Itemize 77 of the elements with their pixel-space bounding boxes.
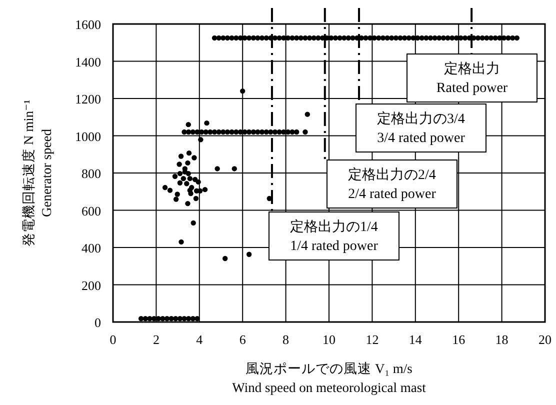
x-tick-label: 2 [152,332,160,347]
point [224,129,230,135]
y-axis-title: 発電機回転速度 N min⁻¹ Generator speed [21,100,54,246]
x-tick-label: 12 [366,332,379,347]
x-tick-label: 4 [196,332,204,347]
point [302,129,308,135]
point [164,316,170,322]
point [192,155,197,160]
point [194,316,200,322]
point [186,170,191,176]
point [186,316,192,322]
y-tick-label: 1200 [75,92,101,106]
point [138,316,144,322]
point [196,179,201,185]
y-tick-label: 600 [82,203,101,218]
point [208,129,213,135]
point [174,192,180,197]
x-tick-label: 0 [110,332,116,347]
point [214,166,220,172]
point [178,239,184,245]
point [177,170,183,176]
point [160,316,166,322]
ref-line-label: 定格出力 Rated power [436,61,508,96]
point [212,129,218,135]
point [202,186,208,192]
point [222,256,228,262]
point [188,190,194,196]
point [304,112,310,117]
point [268,129,274,135]
ref-line-label: 定格出力の2/4 2/4 rated power [348,167,436,202]
point [246,252,252,257]
x-tick-label: 16 [452,332,466,347]
ref-line-label: 定格出力の1/4 1/4 rated power [290,219,378,254]
x-tick-label: 20 [538,332,552,347]
point [185,160,190,166]
point [259,129,265,135]
point [185,200,190,206]
x-tick-label: 14 [408,332,422,347]
point [272,129,278,135]
point [232,166,237,172]
point [173,196,179,202]
point [187,176,192,182]
x-tick-label: 10 [322,332,336,347]
point [186,122,191,128]
ref-line-label: 定格出力の3/4 3/4 rated power [377,111,466,146]
point [162,184,168,190]
point [190,129,196,135]
point [184,181,190,186]
x-tick-label: 6 [239,332,246,347]
point [177,316,183,322]
point [176,162,182,167]
y-tick-label: 0 [94,315,101,330]
x-axis-title: 風況ポールでの風速 V₁ m/s Wind speed on meteorological mast [232,361,426,395]
point [167,188,173,193]
point [173,316,178,322]
point [246,129,252,135]
x-tick-label: 8 [282,332,290,347]
point [198,137,204,142]
point [186,129,192,135]
point [186,150,192,156]
point [180,176,186,182]
y-tick-label: 200 [82,278,101,293]
point [177,180,183,186]
y-tick-label: 1600 [75,17,101,32]
point [193,196,199,202]
point [190,220,196,226]
x-tick-label: 18 [495,332,508,347]
point [294,129,300,135]
point [172,174,178,179]
point [178,154,184,159]
y-tick-label: 1000 [75,128,101,144]
point [204,120,210,126]
y-tick-label: 400 [82,240,101,256]
point [240,88,246,94]
y-tick-label: 1400 [75,54,101,70]
point [250,129,256,135]
y-tick-label: 800 [82,166,101,181]
